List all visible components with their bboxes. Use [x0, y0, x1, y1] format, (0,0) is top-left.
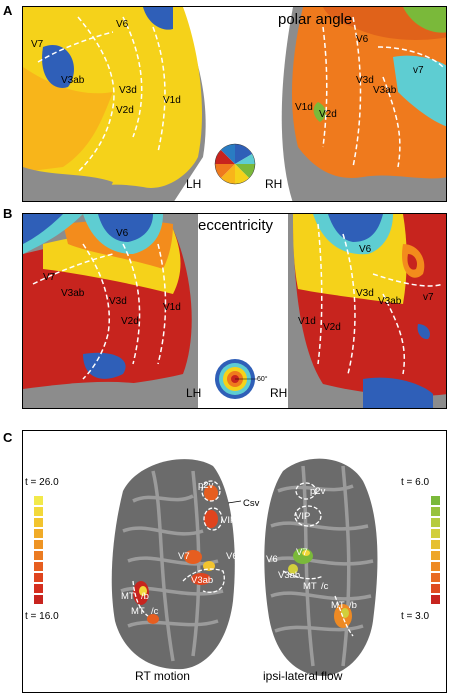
label-v6: V6: [116, 19, 129, 30]
right-brain-surface: [264, 458, 378, 676]
label-v6-c: V6: [226, 551, 238, 562]
label-v6-rh: V6: [356, 34, 369, 45]
left-brain-surface: [111, 459, 235, 670]
caption-rt-motion: RT motion: [135, 669, 190, 683]
label-mt-b-rh-1: MT: [331, 600, 345, 611]
panel-polar-angle: V7 V6 V3ab V3d V2d V1d V6 V3d V3ab v7 V1…: [22, 6, 447, 202]
label-mt-b-1: MT: [121, 591, 135, 602]
label-v6-rh-c: V6: [266, 554, 278, 565]
label-v3d-rh: V3d: [356, 75, 374, 86]
panel-letter-c: C: [3, 430, 13, 445]
left-t-scale: [34, 496, 43, 604]
right-t-scale: [431, 496, 440, 604]
label-v3ab-rh: V3ab: [373, 85, 397, 96]
label-v2d-rh-b: V2d: [323, 322, 341, 333]
label-vip: VIP: [221, 515, 236, 526]
label-v7-b: V7: [43, 272, 56, 283]
label-v7-c: V7: [178, 551, 190, 562]
eccentricity-map: 60° V7 V6 V3ab V3d V2d V1d V6 V3d V3ab v…: [23, 214, 446, 408]
lh-label-b: LH: [186, 386, 202, 400]
label-mt-b-rh-2: /b: [349, 600, 357, 611]
brain-surface-renderings: p2v Csv VIP V7 V6 V3ab MT /b MT /c p2v V…: [34, 458, 440, 676]
label-v1d-rh: V1d: [295, 102, 313, 113]
label-mt-c-rh-2: /c: [321, 581, 329, 592]
panel-letter-b: B: [3, 206, 13, 221]
label-v2d-rh: V2d: [319, 109, 337, 120]
label-v3ab-rh-b: V3ab: [378, 296, 402, 307]
label-mt-c-rh-1: MT: [303, 581, 317, 592]
eccentricity-legend-icon: [215, 359, 257, 399]
panel-brain-activations: p2v Csv VIP V7 V6 V3ab MT /b MT /c p2v V…: [22, 430, 447, 693]
label-v2d: V2d: [116, 105, 134, 116]
panel-eccentricity: 60° V7 V6 V3ab V3d V2d V1d V6 V3d V3ab v…: [22, 213, 447, 409]
panel-letter-a: A: [3, 3, 13, 18]
label-v1d-b: V1d: [163, 302, 181, 313]
label-mt-c-1: MT: [131, 606, 145, 617]
left-scale-top: t = 26.0: [25, 477, 59, 488]
right-scale-bottom: t = 3.0: [401, 611, 430, 622]
polar-angle-legend-icon: [214, 143, 256, 185]
rh-label-a: RH: [265, 177, 283, 191]
label-mt-b-2: /b: [141, 591, 149, 602]
label-v7: V7: [31, 39, 44, 50]
label-v3ab: V3ab: [61, 75, 85, 86]
label-v1d: V1d: [163, 95, 181, 106]
panel-a-title: polar angle: [278, 11, 353, 28]
label-v7-rh-b: v7: [423, 292, 434, 303]
caption-ipsilateral-flow: ipsi-lateral flow: [263, 669, 343, 683]
label-v6-rh-b: V6: [359, 244, 372, 255]
polar-angle-map: V7 V6 V3ab V3d V2d V1d V6 V3d V3ab v7 V1…: [23, 7, 446, 201]
label-v2d-b: V2d: [121, 316, 139, 327]
label-v3d: V3d: [119, 85, 137, 96]
panel-b-title: eccentricity: [198, 217, 274, 234]
label-v3d-b: V3d: [109, 296, 127, 307]
left-scale-bottom: t = 16.0: [25, 611, 59, 622]
label-p2v: p2v: [198, 480, 214, 491]
label-v7-rh-c: V7: [296, 547, 308, 558]
label-v3ab-c: V3ab: [191, 575, 213, 586]
label-mt-c-2: /c: [151, 606, 159, 617]
label-v3ab-b: V3ab: [61, 288, 85, 299]
label-vip-rh: VIP: [295, 511, 310, 522]
label-v3d-rh-b: V3d: [356, 288, 374, 299]
right-scale-top: t = 6.0: [401, 477, 430, 488]
rh-label-b: RH: [270, 386, 288, 400]
lh-label-a: LH: [186, 177, 202, 191]
label-v1d-rh-b: V1d: [298, 316, 316, 327]
label-v3ab-rh-c: V3ab: [278, 570, 300, 581]
label-v6-b: V6: [116, 228, 129, 239]
label-v7-rh: v7: [413, 65, 424, 76]
legend-60-label: 60°: [257, 375, 268, 383]
label-csv: Csv: [243, 498, 260, 509]
label-p2v-rh: p2v: [310, 486, 326, 497]
